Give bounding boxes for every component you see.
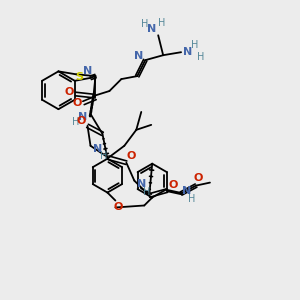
Text: H: H xyxy=(72,117,79,127)
Text: O: O xyxy=(65,87,74,97)
Text: H: H xyxy=(142,187,150,196)
Text: N: N xyxy=(147,24,156,34)
Text: S: S xyxy=(75,72,83,82)
Text: N: N xyxy=(134,51,143,61)
Text: N: N xyxy=(78,112,87,122)
Text: O: O xyxy=(127,151,136,161)
Text: N: N xyxy=(93,144,102,154)
Text: H: H xyxy=(188,194,196,203)
Text: H: H xyxy=(100,151,107,161)
Text: O: O xyxy=(114,202,123,212)
Text: H: H xyxy=(141,19,148,29)
Text: H: H xyxy=(191,40,199,50)
Text: H: H xyxy=(197,52,205,62)
Text: N: N xyxy=(136,178,146,189)
Text: N: N xyxy=(183,47,193,57)
Text: H: H xyxy=(158,18,166,28)
Text: N: N xyxy=(83,66,92,76)
Text: N: N xyxy=(182,186,192,196)
Text: O: O xyxy=(168,180,178,190)
Text: O: O xyxy=(73,98,82,108)
Text: O: O xyxy=(193,172,203,183)
Text: O: O xyxy=(77,116,86,126)
